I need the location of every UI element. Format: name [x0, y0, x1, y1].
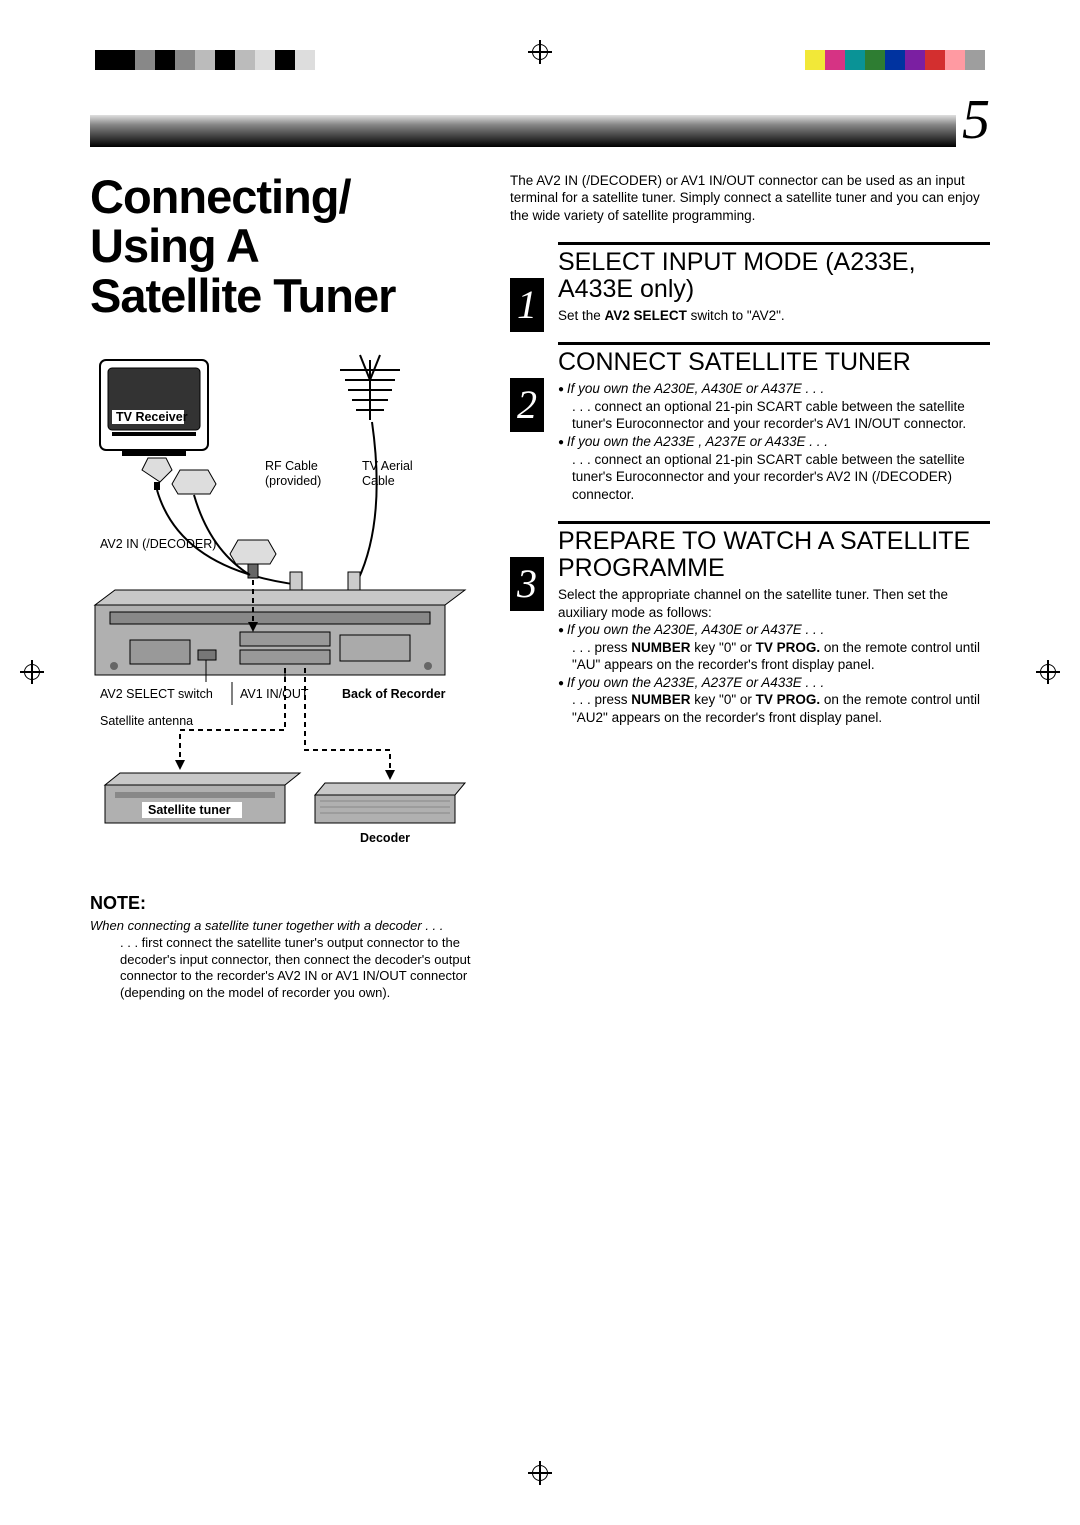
- step-number: 3: [510, 557, 544, 611]
- step-bullet: If you own the A233E , A237E or A433E . …: [558, 433, 990, 451]
- steps-list: 1 SELECT INPUT MODE (A233E, A433E only) Se…: [510, 242, 990, 727]
- note-lead: When connecting a satellite tuner togeth…: [90, 918, 490, 933]
- title-line: Satellite Tuner: [90, 269, 395, 322]
- registration-swatch: [965, 50, 985, 70]
- step: 3 PREPARE TO WATCH A SATELLITE PROGRAMMES…: [510, 521, 990, 726]
- registration-swatch: [905, 50, 925, 70]
- registration-swatch: [865, 50, 885, 70]
- step-body: Select the appropriate channel on the sa…: [558, 586, 990, 726]
- step-rule: [558, 342, 990, 345]
- registration-swatch: [945, 50, 965, 70]
- registration-swatches: [805, 50, 985, 70]
- registration-cross-bottom: [528, 1461, 552, 1485]
- registration-swatch: [925, 50, 945, 70]
- page: 5 Connecting/ Using A Satellite Tuner TV…: [0, 0, 1080, 1525]
- registration-cross-left: [20, 660, 44, 684]
- label-rf-cable: RF Cable: [265, 459, 318, 473]
- scart-plug-icon: [172, 470, 216, 494]
- intro-text: The AV2 IN (/DECODER) or AV1 IN/OUT conn…: [510, 172, 990, 224]
- right-column: The AV2 IN (/DECODER) or AV1 IN/OUT conn…: [510, 172, 990, 727]
- label-av2-select: AV2 SELECT switch: [100, 687, 213, 701]
- title-line: Using A: [90, 219, 259, 272]
- label-sat-tuner: Satellite tuner: [148, 803, 231, 817]
- step-rule: [558, 242, 990, 245]
- step-detail: . . . connect an optional 21-pin SCART c…: [572, 451, 990, 504]
- step-detail: . . . press NUMBER key "0" or TV PROG. o…: [572, 639, 990, 674]
- page-number: 5: [956, 88, 990, 152]
- step-bullet: If you own the A233E, A237E or A433E . .…: [558, 674, 990, 692]
- label-decoder: Decoder: [360, 831, 410, 845]
- step-detail: . . . press NUMBER key "0" or TV PROG. o…: [572, 691, 990, 726]
- note-body: . . . first connect the satellite tuner'…: [120, 935, 490, 1002]
- note-heading: NOTE:: [90, 893, 490, 914]
- step-title: CONNECT SATELLITE TUNER: [558, 349, 990, 376]
- step-number: 2: [510, 378, 544, 432]
- step-title: PREPARE TO WATCH A SATELLITE PROGRAMME: [558, 528, 990, 582]
- step-body: If you own the A230E, A430E or A437E . .…: [558, 380, 990, 503]
- step-number: 1: [510, 278, 544, 332]
- step-title: SELECT INPUT MODE (A233E, A433E only): [558, 249, 990, 303]
- step-bullet: If you own the A230E, A430E or A437E . .…: [558, 621, 990, 639]
- step-bullet: If you own the A230E, A430E or A437E . .…: [558, 380, 990, 398]
- step-rule: [558, 521, 990, 524]
- rf-plug-icon: [142, 458, 172, 490]
- step-detail: . . . connect an optional 21-pin SCART c…: [572, 398, 990, 433]
- label-tv-receiver: TV Receiver: [116, 410, 188, 424]
- registration-swatch: [805, 50, 825, 70]
- step: 1SELECT INPUT MODE (A233E, A433E only)Se…: [510, 242, 990, 325]
- label-back-of-recorder: Back of Recorder: [342, 687, 446, 701]
- step: 2 CONNECT SATELLITE TUNER If you own the A…: [510, 342, 990, 503]
- title-line: Connecting/: [90, 170, 351, 223]
- scart-plug-icon: [230, 540, 276, 578]
- step-body: Set the AV2 SELECT switch to "AV2".: [558, 307, 990, 325]
- aerial-cable: [358, 422, 377, 580]
- antenna-icon: [340, 355, 400, 420]
- registration-cross-right: [1036, 660, 1060, 684]
- diagram-svg: TV Receiver: [90, 350, 470, 875]
- registration-bar-left: [95, 50, 315, 70]
- label-tv-aerial: TV Aerial: [362, 459, 413, 473]
- label-rf-cable-2: (provided): [265, 474, 321, 488]
- recorder-icon: [95, 590, 465, 675]
- connection-diagram: TV Receiver: [90, 350, 470, 875]
- page-title: Connecting/ Using A Satellite Tuner: [90, 172, 490, 320]
- label-tv-aerial-2: Cable: [362, 474, 395, 488]
- registration-swatch: [825, 50, 845, 70]
- registration-swatch: [845, 50, 865, 70]
- label-av2-in: AV2 IN (/DECODER): [100, 537, 216, 551]
- registration-swatch: [885, 50, 905, 70]
- decoder-icon: [315, 783, 465, 823]
- label-av1-inout: AV1 IN/OUT: [240, 687, 309, 701]
- label-sat-antenna: Satellite antenna: [100, 714, 193, 728]
- left-column: Connecting/ Using A Satellite Tuner TV R…: [90, 172, 490, 1002]
- header-bar: [90, 115, 990, 147]
- registration-cross-top: [528, 40, 552, 64]
